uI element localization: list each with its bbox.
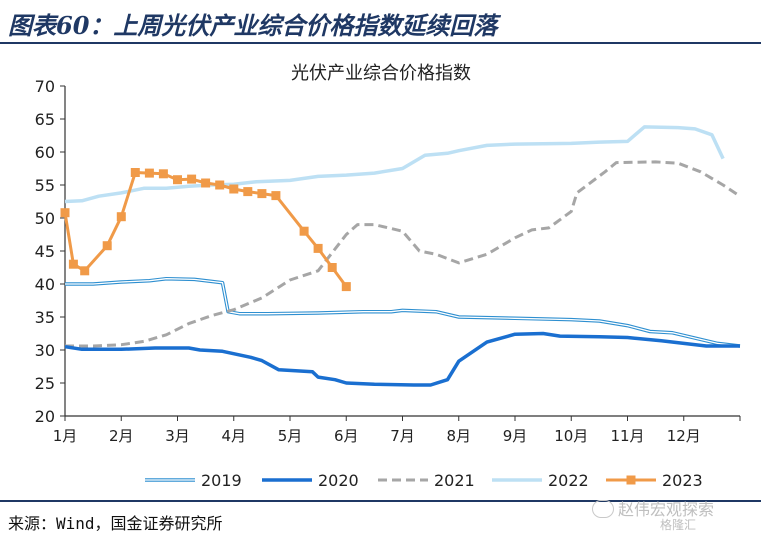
series-line-inner-2019	[65, 278, 741, 347]
data-point-2023	[60, 208, 70, 218]
legend-item-2020: 2020	[262, 471, 359, 490]
y-tick-label: 35	[35, 308, 55, 327]
series-line-2021	[65, 160, 741, 348]
chat-icon	[592, 500, 614, 518]
data-point-2023	[243, 187, 253, 197]
y-tick-label: 25	[35, 374, 55, 393]
legend-item-2022: 2022	[492, 471, 589, 490]
source-note: 来源：Wind，国金证券研究所	[8, 514, 223, 533]
x-tick-label: 11月	[610, 427, 644, 445]
x-tick-label: 6月	[334, 427, 359, 445]
data-point-2023	[327, 263, 337, 272]
series-line-2020	[64, 331, 740, 387]
y-tick-label: 20	[35, 407, 55, 426]
figure-title: 图表60：上周光伏产业综合价格指数延续回落	[8, 11, 498, 40]
data-point-2023	[215, 180, 225, 190]
chart-title: 光伏产业综合价格指数	[291, 63, 471, 84]
series-line-2023	[63, 171, 348, 288]
y-tick-label: 45	[35, 242, 55, 261]
x-tick-label: 8月	[446, 427, 471, 445]
data-point-2023	[116, 212, 126, 222]
watermark: 赵伟宏观探索	[592, 496, 714, 520]
series-2020	[64, 331, 740, 387]
y-tick-label: 40	[35, 275, 55, 294]
x-tick-label: 1月	[53, 427, 78, 445]
legend: 2019 2020 2021 2022 2023	[145, 471, 703, 490]
data-point-2023	[313, 243, 323, 253]
y-tick-label: 65	[35, 110, 55, 129]
legend-item-2019: 2019	[145, 471, 242, 490]
data-point-2023	[257, 189, 267, 199]
y-tick-label: 70	[35, 77, 55, 96]
legend-item-2023: 2023	[606, 471, 703, 490]
x-tick-label: 2月	[109, 427, 134, 445]
y-tick-label: 50	[35, 209, 55, 228]
x-tick-label: 10月	[554, 427, 588, 445]
data-point-2023	[80, 266, 90, 276]
axes: 20 25 30 35 40 45 50 55 60 65 70 1月 2月 3月 4月 5月 6月 7月 8月 9月…	[35, 77, 741, 445]
data-point-2023	[201, 178, 211, 188]
footer-rule	[0, 500, 761, 502]
data-point-2023	[130, 168, 140, 177]
series-2023	[60, 168, 351, 292]
x-tick-label: 7月	[390, 427, 415, 445]
y-tick-label: 30	[35, 341, 55, 360]
series-2022	[64, 125, 725, 204]
x-tick-label: 4月	[221, 427, 246, 445]
x-tick-label: 3月	[165, 427, 190, 445]
data-point-2023	[158, 169, 168, 179]
series-2019	[65, 276, 741, 348]
data-point-2023	[173, 175, 182, 185]
data-point-2023	[229, 184, 239, 194]
watermark-sub: 格隆汇	[660, 518, 697, 532]
legend-label: 2019	[201, 471, 242, 490]
x-tick-label: 5月	[278, 427, 303, 445]
legend-marker	[626, 475, 636, 485]
series-2021	[65, 160, 741, 348]
legend-item-2021: 2021	[378, 471, 475, 490]
legend-label: 2020	[318, 471, 359, 490]
data-point-2023	[341, 282, 351, 292]
data-point-2023	[68, 259, 78, 269]
legend-label: 2023	[662, 471, 703, 490]
data-point-2023	[187, 174, 197, 184]
legend-label: 2022	[548, 471, 589, 490]
x-tick-label: 12月	[667, 427, 701, 445]
data-point-2023	[299, 226, 309, 236]
data-point-2023	[102, 241, 112, 251]
title-rule	[0, 42, 761, 44]
series-line-2022	[64, 125, 725, 204]
data-point-2023	[271, 191, 281, 201]
y-tick-label: 55	[35, 176, 55, 195]
x-tick-label: 9月	[503, 427, 528, 445]
legend-label: 2021	[434, 471, 475, 490]
series-layer	[60, 125, 741, 387]
data-point-2023	[144, 168, 154, 178]
y-tick-label: 60	[35, 143, 55, 162]
